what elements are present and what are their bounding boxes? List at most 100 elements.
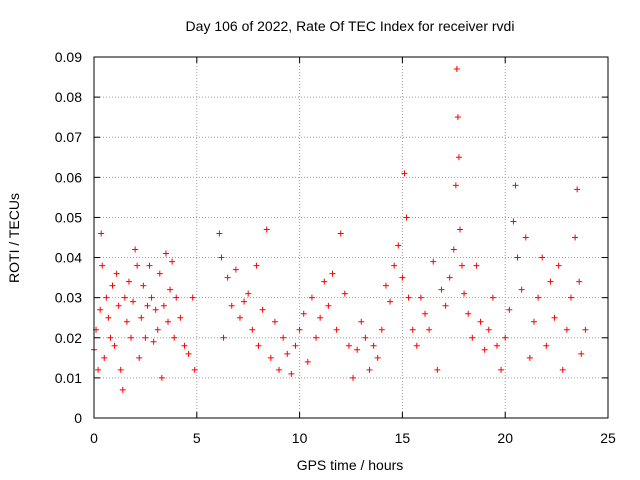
data-point xyxy=(405,294,412,301)
data-point xyxy=(228,302,235,309)
data-point xyxy=(99,262,106,269)
data-point xyxy=(422,310,429,317)
data-point xyxy=(417,294,424,301)
data-point xyxy=(555,262,562,269)
data-point xyxy=(461,290,468,297)
data-point xyxy=(563,326,570,333)
data-point xyxy=(138,314,145,321)
y-tick-label: 0 xyxy=(74,410,82,426)
data-point xyxy=(370,342,377,349)
data-point xyxy=(255,342,262,349)
data-points xyxy=(91,66,589,393)
data-point xyxy=(98,230,105,237)
y-tick-label: 0.07 xyxy=(55,129,82,145)
x-axis-label: GPS time / hours xyxy=(297,457,404,473)
data-point xyxy=(304,358,311,365)
data-point xyxy=(253,262,260,269)
data-point xyxy=(224,274,231,281)
data-point xyxy=(518,286,525,293)
axis-ticks: 0 5 10 15 20 25 0 0.01 0.02 0.03 0.04 0.05 0.06 0.07 0… xyxy=(55,49,616,446)
y-tick-label: 0.03 xyxy=(55,290,82,306)
data-point xyxy=(399,274,406,281)
data-point xyxy=(502,334,509,341)
y-tick-label: 0.08 xyxy=(55,89,82,105)
data-point xyxy=(191,366,198,373)
data-point xyxy=(97,306,104,313)
data-point xyxy=(350,374,357,381)
x-tick-label: 5 xyxy=(193,430,201,446)
data-point xyxy=(140,282,147,289)
data-point xyxy=(366,366,373,373)
data-point xyxy=(216,230,223,237)
data-point xyxy=(543,342,550,349)
x-tick-label: 15 xyxy=(395,430,411,446)
data-point xyxy=(167,286,174,293)
data-point xyxy=(130,298,137,305)
data-point xyxy=(95,366,102,373)
data-point xyxy=(455,154,462,161)
data-point xyxy=(510,218,517,225)
y-tick-label: 0.01 xyxy=(55,370,82,386)
data-point xyxy=(321,278,328,285)
data-point xyxy=(539,254,546,261)
x-tick-label: 20 xyxy=(497,430,513,446)
data-point xyxy=(325,302,332,309)
data-point xyxy=(158,374,165,381)
data-point xyxy=(171,334,178,341)
data-point xyxy=(308,294,315,301)
data-point xyxy=(249,326,256,333)
data-point xyxy=(473,262,480,269)
data-point xyxy=(288,370,295,377)
data-point xyxy=(259,306,266,313)
data-point xyxy=(395,242,402,249)
data-point xyxy=(125,278,132,285)
data-point xyxy=(362,334,369,341)
data-point xyxy=(409,326,416,333)
data-point xyxy=(493,342,500,349)
data-point xyxy=(434,366,441,373)
data-point xyxy=(103,294,110,301)
data-point xyxy=(132,246,139,253)
data-point xyxy=(522,234,529,241)
data-point xyxy=(358,318,365,325)
data-point xyxy=(115,302,122,309)
data-point xyxy=(459,262,466,269)
data-point xyxy=(241,298,248,305)
data-point xyxy=(107,334,114,341)
data-point xyxy=(101,354,108,361)
data-point xyxy=(453,66,460,73)
data-point xyxy=(489,294,496,301)
data-point xyxy=(236,314,243,321)
data-point xyxy=(547,278,554,285)
data-point xyxy=(313,334,320,341)
y-tick-label: 0.02 xyxy=(55,330,82,346)
data-point xyxy=(156,270,163,277)
data-point xyxy=(119,386,126,393)
data-point xyxy=(506,306,513,313)
data-point xyxy=(292,342,299,349)
data-point xyxy=(446,274,453,281)
data-point xyxy=(162,250,169,257)
y-tick-label: 0.04 xyxy=(55,250,82,266)
data-point xyxy=(535,294,542,301)
data-point xyxy=(134,262,141,269)
data-point xyxy=(185,350,192,357)
data-point xyxy=(574,186,581,193)
data-point xyxy=(220,334,227,341)
data-point xyxy=(148,294,155,301)
data-point xyxy=(280,334,287,341)
data-point xyxy=(391,262,398,269)
x-tick-label: 10 xyxy=(292,430,308,446)
data-point xyxy=(454,114,461,121)
data-point xyxy=(498,366,505,373)
data-point xyxy=(450,246,457,253)
data-point xyxy=(512,182,519,189)
data-point xyxy=(329,270,336,277)
data-point xyxy=(154,326,161,333)
data-point xyxy=(387,298,394,305)
chart-title: Day 106 of 2022, Rate Of TEC Index for r… xyxy=(186,18,515,34)
data-point xyxy=(296,326,303,333)
data-point xyxy=(152,306,159,313)
data-point xyxy=(456,226,463,233)
